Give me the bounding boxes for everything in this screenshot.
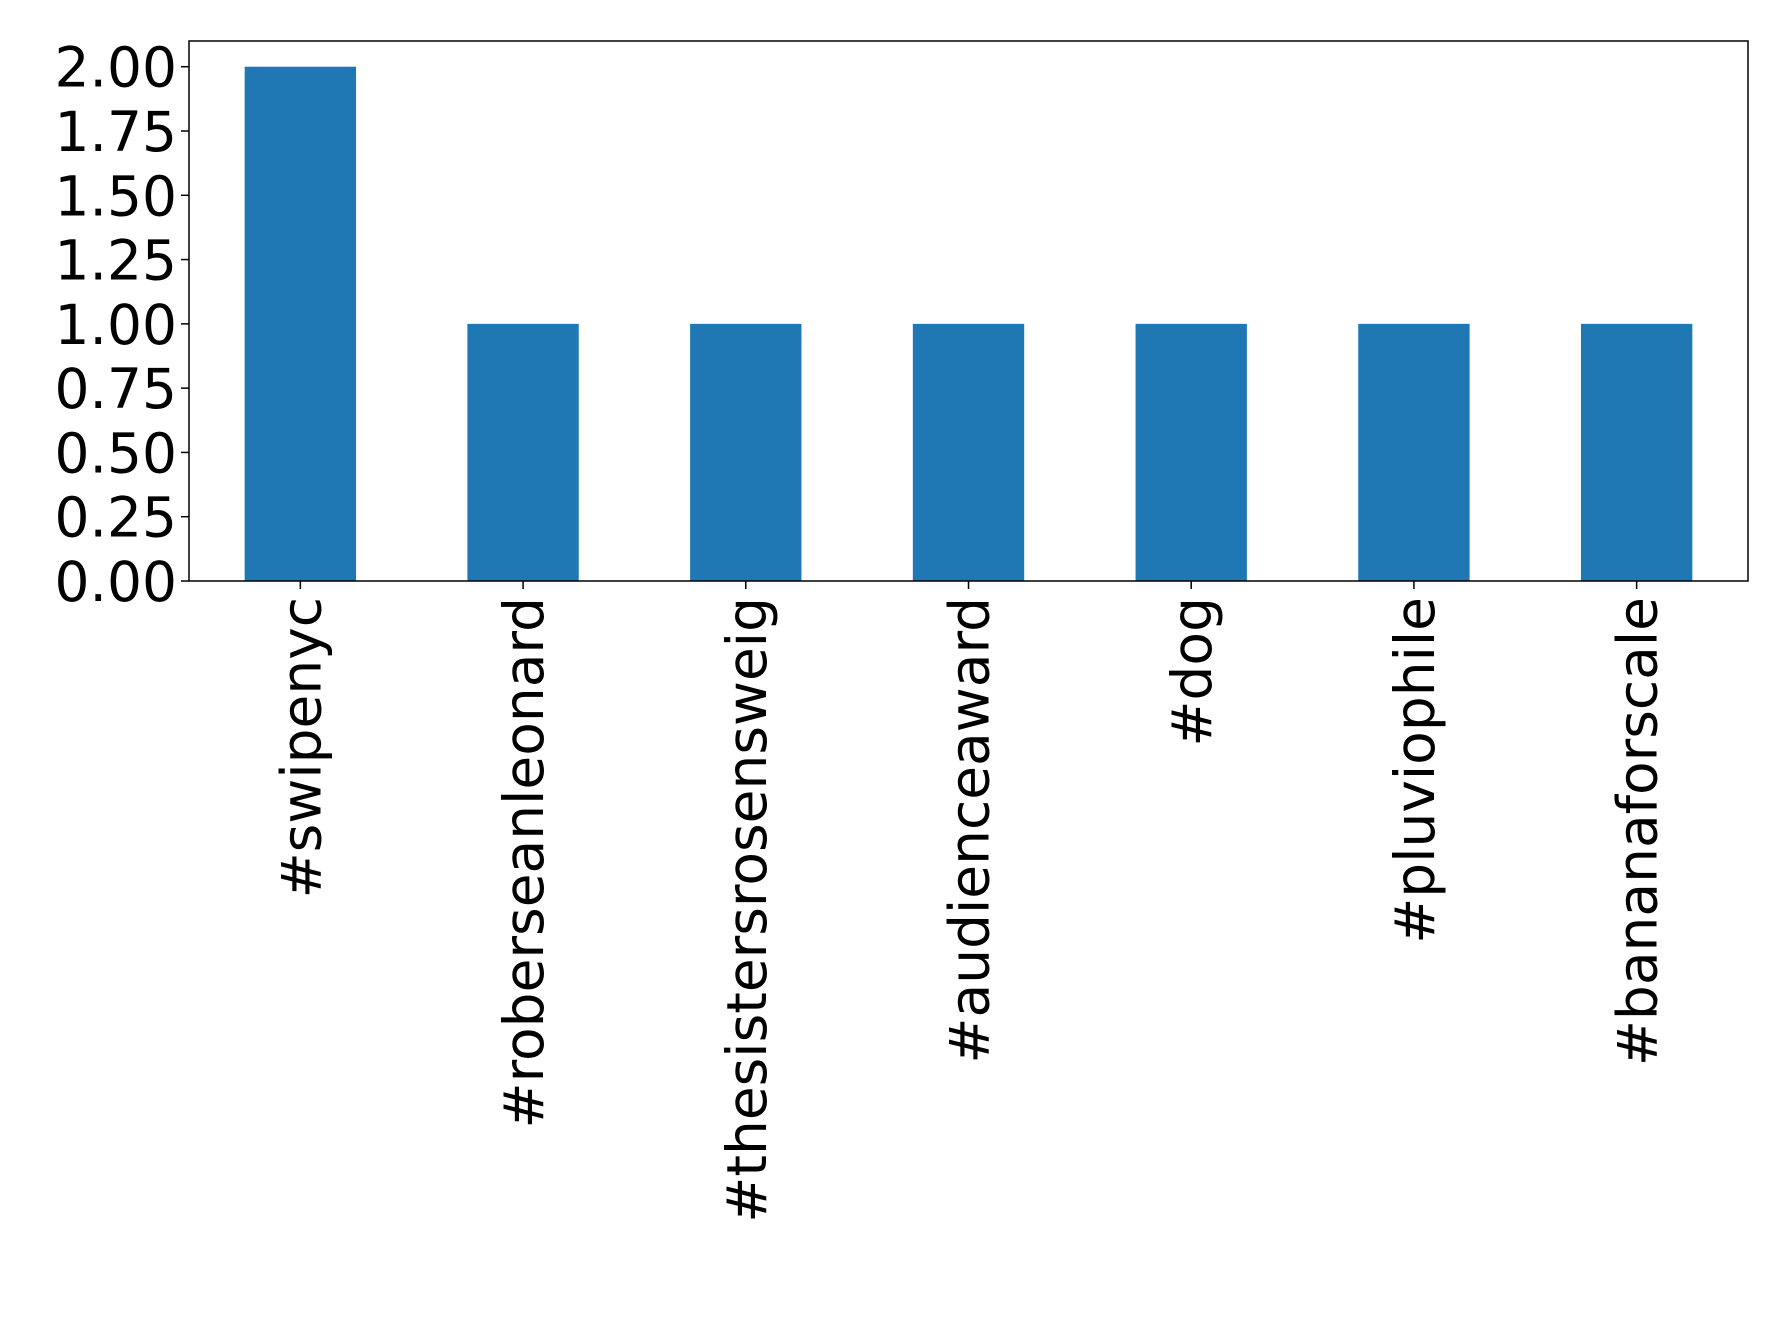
x-tick-label: #thesistersrosensweig	[715, 597, 779, 1223]
y-tick-label: 1.25	[55, 229, 177, 293]
plot-frame	[188, 40, 1749, 582]
x-tick-label: #swipenyc	[269, 597, 333, 898]
bar	[1358, 323, 1470, 581]
y-tick-label: 0.25	[55, 486, 177, 550]
bar	[912, 323, 1025, 581]
y-tick-label: 1.75	[55, 100, 177, 164]
y-tick-label: 0.75	[55, 357, 177, 421]
x-tick-label: #pluviophile	[1383, 597, 1447, 944]
y-tick-label: 0.50	[55, 421, 177, 485]
y-tick-label: 2.00	[55, 36, 177, 100]
y-tick-label: 1.50	[55, 164, 177, 228]
bar	[244, 66, 357, 581]
y-tick-label: 1.00	[55, 293, 177, 357]
x-tick-label: #audienceaward	[938, 597, 1002, 1064]
x-tick-label: #dog	[1160, 597, 1224, 747]
x-tick-label: #bananaforscale	[1606, 597, 1670, 1066]
y-tick-label: 0.00	[55, 550, 177, 614]
bar	[1135, 323, 1247, 581]
x-tick-label: #roberseanleonard	[492, 597, 556, 1128]
bar	[467, 323, 579, 581]
bar	[1580, 323, 1693, 581]
bar	[690, 323, 802, 581]
